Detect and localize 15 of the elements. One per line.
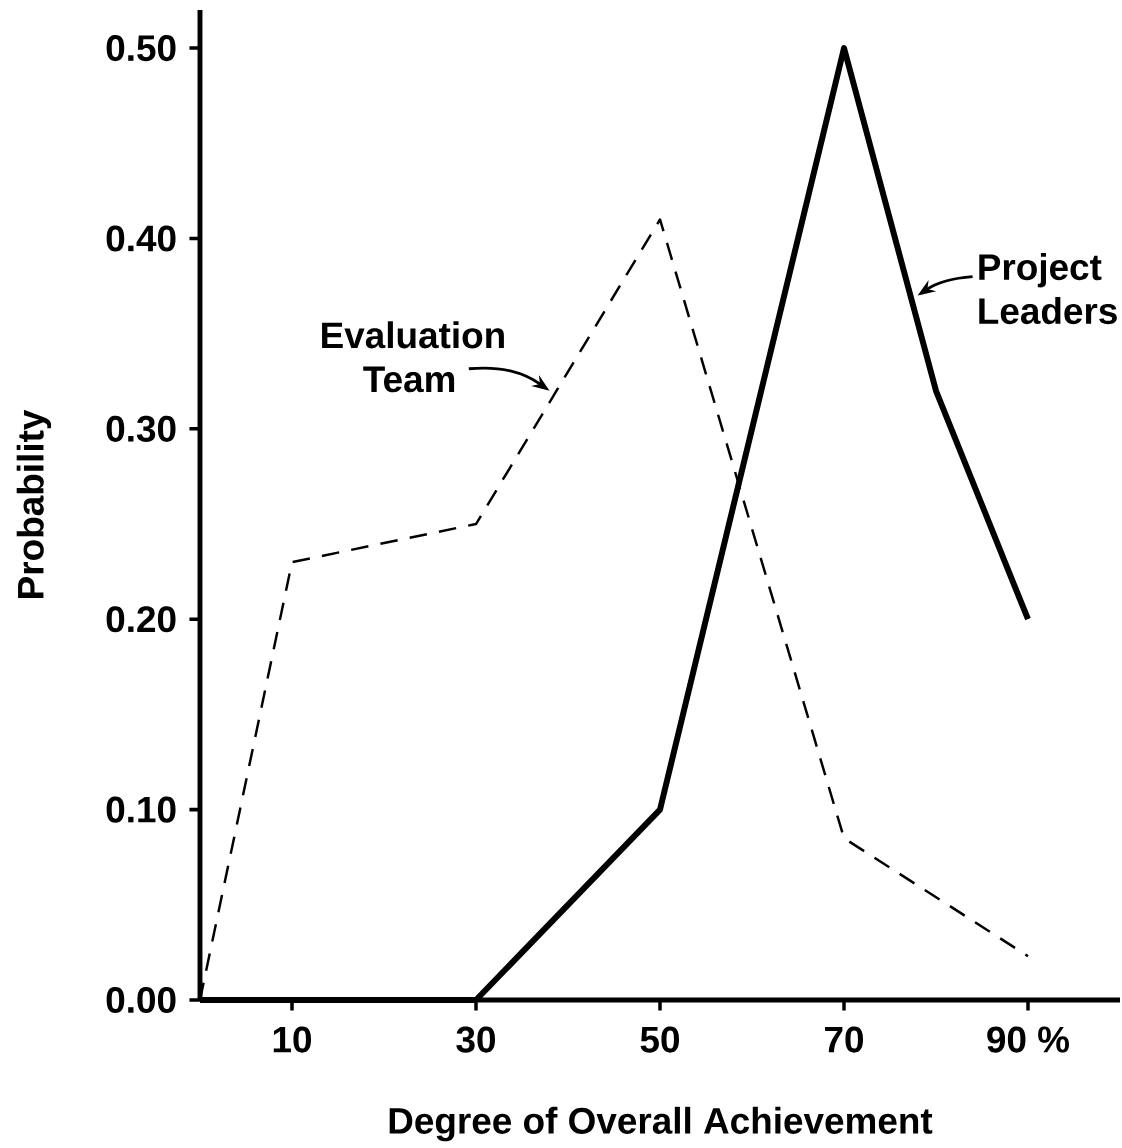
y-axis-title: Probability bbox=[16, 409, 52, 598]
x-tick-label: 70 bbox=[825, 1026, 864, 1053]
y-tick-label: 0.30 bbox=[106, 415, 176, 442]
y-tick-label: 0.00 bbox=[106, 986, 176, 1014]
y-tick-label: 0.50 bbox=[106, 35, 176, 62]
x-tick-label: 90 % bbox=[987, 1026, 1070, 1053]
y-tick-label: 0.10 bbox=[106, 796, 176, 823]
y-tick-label: 0.20 bbox=[106, 606, 176, 633]
annotation: Project Leaders bbox=[979, 253, 1117, 325]
x-tick-label: 50 bbox=[640, 1026, 680, 1053]
y-tick-label: 0.40 bbox=[106, 225, 176, 252]
annotation: Evaluation Team bbox=[322, 321, 504, 393]
x-tick-label: 10 bbox=[273, 1026, 312, 1053]
x-tick-label: 30 bbox=[456, 1026, 496, 1053]
x-axis-title: Degree of Overall Achievement bbox=[389, 1106, 933, 1142]
